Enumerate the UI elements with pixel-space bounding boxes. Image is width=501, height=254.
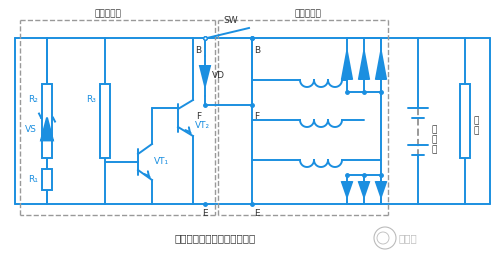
Text: 池: 池 [432,146,437,154]
Text: 日月辰: 日月辰 [399,233,418,243]
Bar [460,85,470,157]
Polygon shape [342,182,352,197]
Text: F: F [196,112,201,121]
Text: 交流发电机: 交流发电机 [295,9,322,18]
Text: E: E [202,209,208,218]
Text: B: B [195,46,201,55]
Text: R₃: R₃ [86,96,96,104]
Polygon shape [200,66,210,86]
Text: VT₂: VT₂ [195,121,210,131]
Polygon shape [41,118,53,140]
Polygon shape [342,52,352,78]
Text: 外搭铁型电子调节器基本电路: 外搭铁型电子调节器基本电路 [174,233,256,243]
Text: 载: 载 [474,126,479,135]
Text: R₁: R₁ [28,175,38,184]
Polygon shape [376,52,386,78]
Polygon shape [359,52,369,78]
Polygon shape [376,182,386,197]
Polygon shape [359,182,369,197]
Text: 蓄: 蓄 [432,125,437,135]
Text: 电子调节器: 电子调节器 [94,9,121,18]
Text: SW: SW [223,16,238,25]
Text: F: F [254,112,259,121]
Bar [100,85,110,157]
Bar [42,85,52,157]
Text: 负: 负 [474,117,479,125]
Text: 电: 电 [432,135,437,145]
Text: VS: VS [25,124,37,134]
Text: VD: VD [212,71,225,81]
Text: VT₁: VT₁ [154,157,169,167]
Text: B: B [254,46,260,55]
Text: R₂: R₂ [28,96,38,104]
Text: E: E [254,209,260,218]
Bar [42,169,52,190]
